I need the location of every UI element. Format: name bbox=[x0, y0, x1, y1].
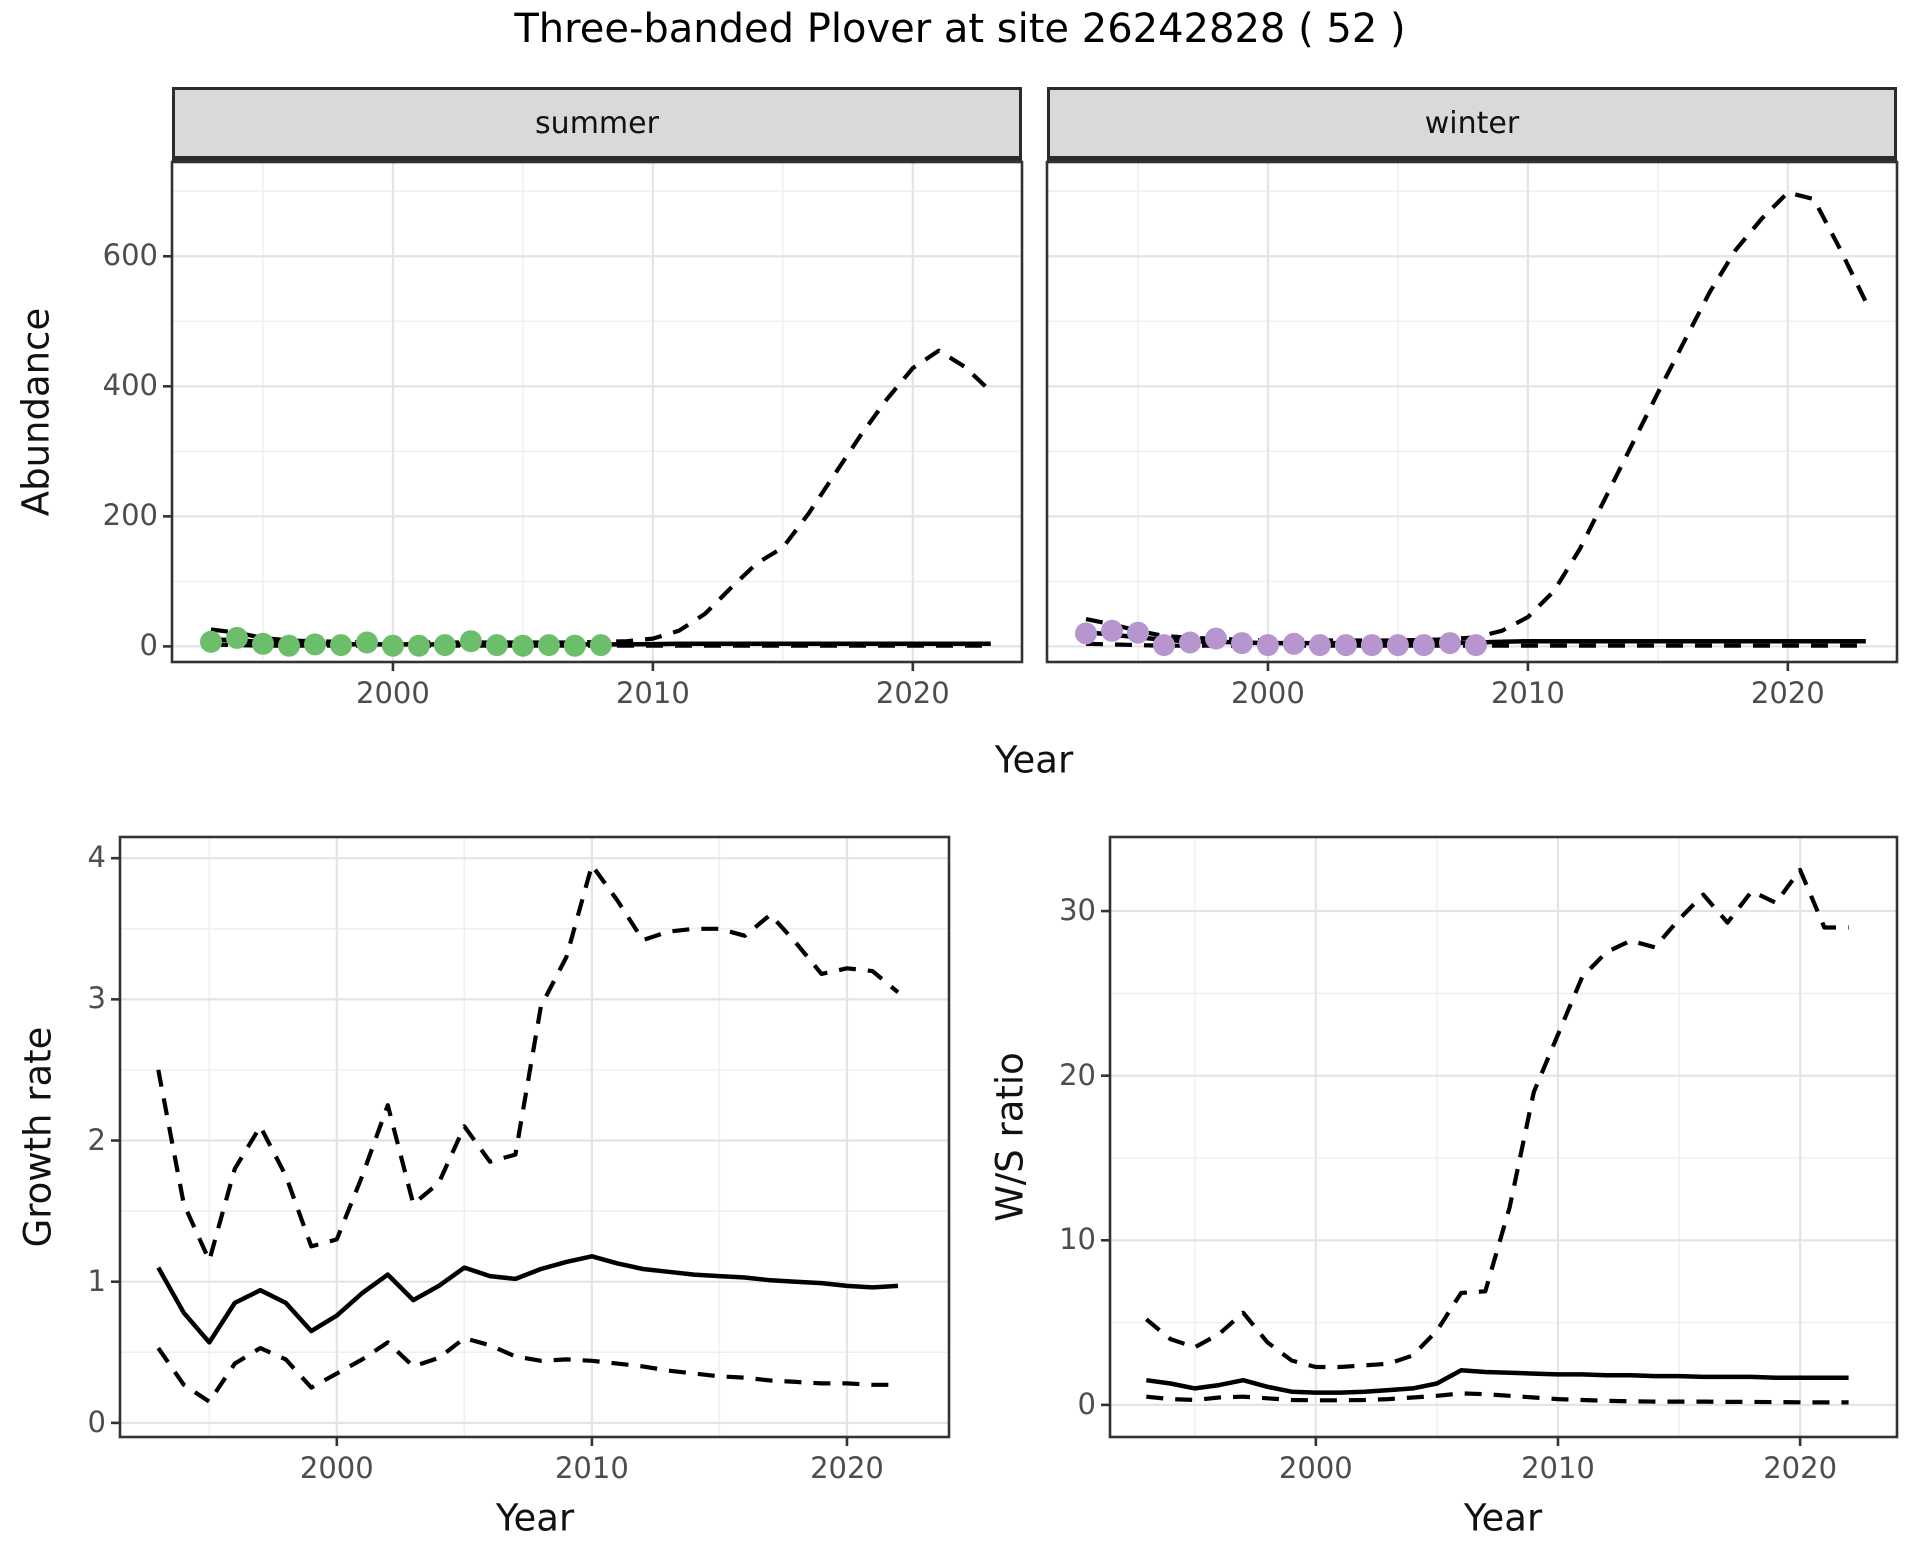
abundance_winter-observed-point bbox=[1360, 634, 1383, 657]
x-tick-label: 2000 bbox=[356, 676, 430, 710]
y-tick-label: 2 bbox=[87, 1122, 106, 1157]
growth_rate-fit-line bbox=[156, 1254, 899, 1345]
x-axis-title-year-top: Year bbox=[994, 738, 1074, 782]
x-axis-title-year-growth: Year bbox=[495, 1496, 575, 1540]
ws_ratio-fit-line bbox=[1145, 1368, 1849, 1395]
abundance_winter-observed-point bbox=[1231, 632, 1253, 655]
y-axis-title-abundance: Abundance bbox=[14, 307, 58, 517]
x-tick-label: 2020 bbox=[1750, 676, 1825, 710]
abundance_summer-observed-point bbox=[485, 634, 508, 657]
abundance_summer-panel-border bbox=[170, 160, 1024, 664]
abundance_winter-observed-point bbox=[1101, 619, 1123, 642]
y-tick-label: 3 bbox=[87, 981, 106, 1016]
abundance_winter-panel-border bbox=[1045, 160, 1899, 664]
ws_ratio-panel-border bbox=[1108, 835, 1899, 1439]
abundance_summer-panel-bg bbox=[172, 162, 1022, 662]
abundance_summer-observed-point bbox=[433, 634, 456, 657]
y-tick-label: 20 bbox=[1059, 1057, 1096, 1092]
abundance_winter-observed-point bbox=[1412, 634, 1435, 657]
facet-label-winter: winter bbox=[1424, 105, 1520, 141]
growth_rate-panel-bg bbox=[120, 837, 949, 1437]
y-tick-label: 1 bbox=[87, 1263, 106, 1298]
abundance_summer-observed-point bbox=[304, 633, 326, 656]
y-tick-label: 200 bbox=[102, 498, 158, 533]
y-tick-label: 400 bbox=[102, 368, 158, 403]
abundance_summer-observed-point bbox=[589, 634, 612, 657]
y-tick-label: 600 bbox=[102, 238, 158, 273]
abundance_summer-observed-point bbox=[381, 634, 404, 657]
x-tick-label: 2010 bbox=[554, 1451, 629, 1485]
x-tick-label: 2000 bbox=[1278, 1451, 1353, 1485]
abundance_winter-observed-point bbox=[1334, 634, 1357, 657]
x-tick-label: 2000 bbox=[299, 1451, 374, 1485]
y-tick-label: 30 bbox=[1059, 893, 1096, 928]
abundance_winter-observed-point bbox=[1205, 627, 1227, 650]
x-tick-label: 2000 bbox=[1231, 676, 1305, 710]
abundance_winter-observed-point bbox=[1075, 622, 1097, 645]
abundance_winter-observed-point bbox=[1308, 634, 1331, 657]
y-tick-label: 4 bbox=[87, 840, 106, 875]
growth_rate-upper_ci-line bbox=[156, 863, 900, 1263]
x-tick-label: 2010 bbox=[1521, 1451, 1595, 1485]
facet-strip-winter: winter bbox=[1047, 87, 1897, 162]
abundance_summer-observed-point bbox=[537, 634, 560, 657]
facet-label-summer: summer bbox=[535, 105, 659, 141]
abundance_summer-observed-point bbox=[226, 626, 248, 649]
abundance_summer-observed-point bbox=[356, 631, 378, 654]
abundance_winter-observed-point bbox=[1464, 634, 1487, 657]
growth_rate-lower_ci-line bbox=[156, 1336, 898, 1404]
x-tick-label: 2020 bbox=[875, 676, 950, 710]
abundance_summer-observed-point bbox=[511, 634, 534, 657]
abundance_summer-observed-point bbox=[200, 630, 222, 653]
y-tick-label: 0 bbox=[139, 628, 158, 663]
x-tick-label: 2020 bbox=[1763, 1451, 1838, 1485]
page-title: Three-banded Plover at site 26242828 ( 5… bbox=[514, 6, 1406, 52]
x-tick-label: 2010 bbox=[615, 676, 690, 710]
abundance_winter-panel-bg bbox=[1047, 162, 1897, 662]
y-tick-label: 10 bbox=[1059, 1222, 1096, 1257]
abundance_winter-observed-point bbox=[1153, 634, 1175, 657]
growth_rate-panel-border bbox=[118, 835, 951, 1439]
ws_ratio-panel-bg bbox=[1110, 837, 1897, 1437]
y-tick-label: 0 bbox=[1077, 1386, 1096, 1421]
abundance_winter-observed-point bbox=[1256, 634, 1279, 657]
facet-strip-summer: summer bbox=[172, 87, 1022, 162]
abundance_summer-observed-point bbox=[252, 632, 274, 655]
x-tick-label: 2010 bbox=[1490, 676, 1565, 710]
abundance_winter-observed-point bbox=[1386, 634, 1409, 657]
abundance_winter-observed-point bbox=[1179, 631, 1201, 654]
abundance_summer-observed-point bbox=[407, 634, 430, 657]
x-tick-label: 2020 bbox=[810, 1451, 884, 1485]
ws_ratio-lower_ci-line bbox=[1146, 1391, 1849, 1405]
y-tick-label: 0 bbox=[87, 1404, 106, 1439]
abundance_summer-observed-point bbox=[563, 634, 586, 657]
abundance_winter-observed-point bbox=[1438, 632, 1461, 655]
ws_ratio-upper_ci-line bbox=[1144, 867, 1849, 1370]
abundance_winter-observed-point bbox=[1282, 632, 1305, 655]
abundance_winter-observed-point bbox=[1127, 621, 1149, 644]
x-axis-title-year-ws: Year bbox=[1463, 1496, 1543, 1540]
abundance_summer-observed-point bbox=[330, 634, 352, 657]
abundance_summer-observed-point bbox=[459, 630, 482, 653]
abundance_summer-observed-point bbox=[278, 634, 300, 657]
